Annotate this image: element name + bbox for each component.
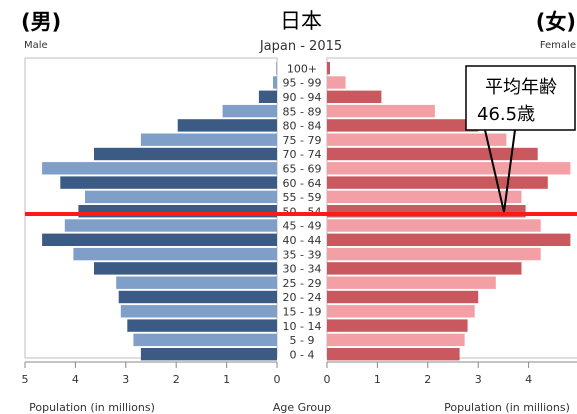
male-bar <box>177 119 277 132</box>
male-tick-label: 2 <box>173 373 180 386</box>
age-group-label: 90 - 94 <box>283 91 322 104</box>
callout-pointer <box>484 129 505 213</box>
female-bar <box>327 333 465 347</box>
female-tick-label: 3 <box>475 373 482 386</box>
male-bar <box>120 305 277 318</box>
male-bar <box>273 76 277 89</box>
male-tick-label: 5 <box>22 373 29 386</box>
male-bar <box>222 104 277 118</box>
female-bar <box>327 276 496 289</box>
age-group-label: 85 - 89 <box>283 105 322 118</box>
age-group-label: 5 - 9 <box>290 334 315 347</box>
age-group-label: 80 - 84 <box>283 120 322 133</box>
male-x-axis-label: Population (in millions) <box>29 401 155 414</box>
callout-pointer <box>503 129 516 213</box>
age-group-label: 25 - 29 <box>283 277 322 290</box>
female-title-en: Female <box>540 40 576 51</box>
female-tick-label: 1 <box>374 373 381 386</box>
male-bar <box>64 219 277 232</box>
male-title-en: Male <box>24 40 48 51</box>
female-bar <box>327 147 538 161</box>
female-bars <box>327 62 571 361</box>
female-bar <box>327 305 475 318</box>
male-bar <box>85 190 277 204</box>
age-group-label: 60 - 64 <box>283 177 322 190</box>
male-x-axis: 5 4 3 2 1 0 <box>22 361 281 386</box>
age-group-label: 95 - 99 <box>283 77 322 90</box>
male-bar <box>116 276 277 289</box>
female-bar <box>327 104 435 118</box>
median-age-callout <box>465 65 576 131</box>
female-bar <box>327 290 479 304</box>
age-group-label: 0 - 4 <box>290 348 315 361</box>
female-bar <box>327 90 382 103</box>
male-bar <box>42 233 277 246</box>
female-bar <box>327 319 468 332</box>
female-x-axis-label: Population (in millions) <box>444 401 570 414</box>
male-tick-label: 3 <box>122 373 129 386</box>
female-bar <box>327 247 541 261</box>
male-title-jp: (男) <box>21 10 61 34</box>
female-bar <box>327 119 479 132</box>
age-group-label: 45 - 49 <box>283 220 322 233</box>
age-group-label: 70 - 74 <box>283 148 322 161</box>
callout-line2: 46.5歳 <box>477 104 535 125</box>
female-bar <box>327 262 522 275</box>
age-group-label: 40 - 44 <box>283 234 322 247</box>
female-bar <box>327 176 548 189</box>
female-bar <box>327 62 330 75</box>
age-group-label: 15 - 19 <box>283 306 322 319</box>
male-tick-label: 1 <box>223 373 230 386</box>
chart-title-jp: 日本 <box>280 9 322 33</box>
female-tick-label: 4 <box>525 373 532 386</box>
male-bar <box>73 247 278 261</box>
female-tick-label: 2 <box>424 373 431 386</box>
age-group-label: 30 - 34 <box>283 263 322 276</box>
age-group-axis-label: Age Group <box>273 401 331 414</box>
female-bar <box>327 190 522 204</box>
male-bar <box>140 348 277 361</box>
male-bar <box>258 90 277 103</box>
male-tick-label: 0 <box>274 373 281 386</box>
female-bar <box>327 233 571 246</box>
female-bar <box>327 219 541 232</box>
female-bar <box>327 348 460 361</box>
female-bar <box>327 133 507 146</box>
female-x-axis: 0 1 2 3 4 <box>324 361 577 386</box>
male-bar <box>60 176 277 189</box>
male-bar <box>94 262 277 275</box>
female-bar <box>327 162 571 175</box>
age-group-label: 35 - 39 <box>283 248 322 261</box>
age-group-label: 100+ <box>287 62 317 75</box>
male-bar <box>276 62 277 75</box>
age-group-label: 20 - 24 <box>283 291 322 304</box>
male-bar <box>133 333 277 347</box>
female-tick-label: 0 <box>324 373 331 386</box>
male-bar <box>127 319 277 332</box>
male-bar <box>118 290 277 304</box>
age-group-label: 75 - 79 <box>283 134 322 147</box>
age-group-label: 50 - 54 <box>283 205 322 218</box>
male-bar <box>42 162 277 175</box>
female-title-jp: (女) <box>536 10 576 34</box>
age-group-label: 65 - 69 <box>283 163 322 176</box>
male-bar <box>140 133 277 146</box>
chart-title-en: Japan - 2015 <box>259 39 342 54</box>
age-group-label: 55 - 59 <box>283 191 322 204</box>
callout-line1: 平均年齢 <box>485 77 557 98</box>
age-group-label: 10 - 14 <box>283 320 322 333</box>
female-bar <box>327 76 346 89</box>
male-tick-label: 4 <box>72 373 79 386</box>
male-bar <box>94 147 277 161</box>
male-bars <box>42 62 278 361</box>
